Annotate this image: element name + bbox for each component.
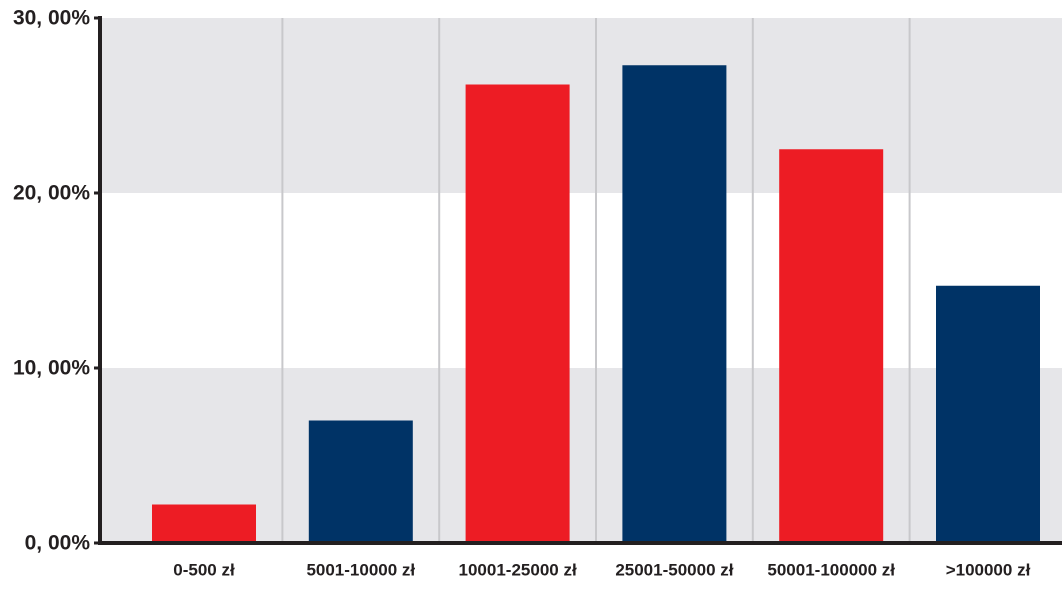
grid-band — [100, 368, 1062, 543]
y-tick-label: 0, 00% — [25, 532, 91, 555]
x-tick-label: 5001-10000 zł — [306, 560, 415, 579]
bar — [936, 285, 1040, 543]
bar — [465, 84, 570, 543]
y-tick-label: 20, 00% — [13, 182, 90, 205]
bar — [308, 420, 413, 543]
y-tick-label: 30, 00% — [13, 7, 90, 30]
x-tick-label: 10001-25000 zł — [459, 560, 577, 579]
bar — [779, 149, 884, 543]
plot: 0, 00% 10, 00% 20, 00% 30, 00% 0-500 zł 5001-… — [13, 7, 1062, 579]
bar — [152, 504, 256, 543]
grid-band — [100, 18, 1062, 193]
bar — [622, 65, 727, 543]
x-tick-label: 25001-50000 zł — [615, 560, 733, 579]
x-tick-label: 50001-100000 zł — [767, 560, 895, 579]
y-tick-label: 10, 00% — [13, 357, 90, 380]
x-tick-label: >100000 zł — [946, 560, 1031, 579]
x-tick-label: 0-500 zł — [173, 560, 235, 579]
plot-background — [100, 18, 1062, 543]
